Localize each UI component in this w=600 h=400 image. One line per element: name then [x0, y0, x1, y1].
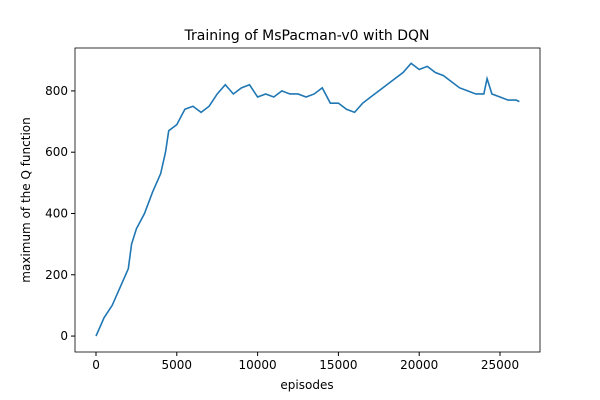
y-axis-label: maximum of the Q function — [19, 117, 33, 282]
x-tick-label: 5000 — [162, 358, 193, 372]
y-tick-label: 400 — [45, 206, 68, 220]
y-tick-label: 0 — [60, 329, 68, 343]
chart-title: Training of MsPacman-v0 with DQN — [184, 28, 430, 44]
x-tick-label: 15000 — [319, 358, 357, 372]
x-tick-label: 10000 — [239, 358, 277, 372]
line — [95, 62, 520, 337]
plot-frame — [74, 47, 541, 353]
y-tick-label: 800 — [45, 84, 68, 98]
y-tick-label: 600 — [45, 145, 68, 159]
x-tick-label: 20000 — [400, 358, 438, 372]
x-tick-label: 0 — [92, 358, 100, 372]
x-tick-label: 25000 — [481, 358, 519, 372]
y-tick-label: 200 — [45, 268, 68, 282]
x-axis-label: episodes — [280, 378, 333, 392]
